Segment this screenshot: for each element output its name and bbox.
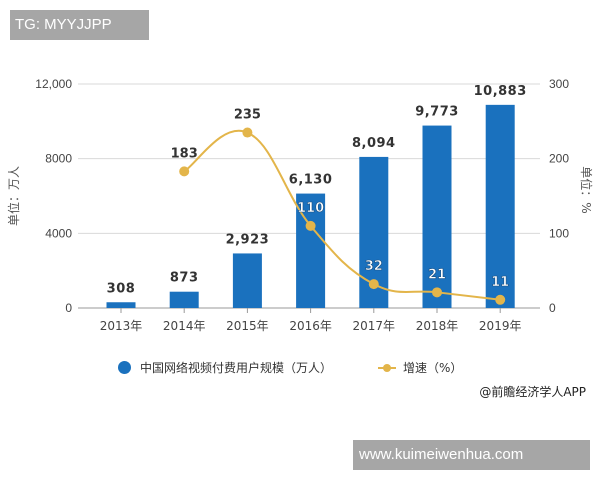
bar — [169, 291, 199, 308]
bar-value-label: 873 — [170, 271, 199, 286]
line-value-label: 21 — [428, 267, 446, 282]
line-value-label: 11 — [491, 275, 509, 290]
bar — [232, 253, 262, 308]
y-tick-label: 0 — [65, 301, 72, 315]
x-tick-label: 2016年 — [289, 319, 332, 333]
bar-value-label: 2,923 — [226, 232, 270, 247]
bar — [106, 302, 136, 308]
legend-bar-swatch — [118, 361, 131, 374]
y-tick-label: 8000 — [45, 152, 72, 166]
y-axis-label: 单位：万人 — [6, 166, 21, 226]
y-tick-label: 12,000 — [35, 77, 72, 91]
line-value-label: 235 — [234, 108, 261, 123]
y2-axis-label: 单位：% — [579, 166, 594, 213]
bar — [422, 125, 452, 308]
chart: 0 4000 8000 12,000 0 100 200 300 308 873 2,923 6,… — [6, 77, 594, 333]
line-series: 183 235 110 32 21 11 — [171, 108, 510, 305]
legend-line-label: 增速（%） — [403, 361, 463, 375]
source-credit: @前瞻经济学人APP — [479, 385, 586, 399]
line-value-label: 110 — [297, 201, 324, 216]
x-axis-ticks: 2013年 2014年 2015年 2016年 2017年 2018年 2019年 — [100, 308, 522, 333]
legend-bar-label: 中国网络视频付费用户规模（万人） — [140, 361, 333, 375]
x-tick-label: 2017年 — [353, 319, 396, 333]
bar — [485, 104, 515, 308]
line-point — [179, 166, 190, 177]
line-value-label: 183 — [171, 146, 198, 161]
x-tick-label: 2019年 — [479, 319, 522, 333]
line-point — [432, 287, 442, 298]
y2-tick-label: 100 — [549, 226, 569, 240]
legend-line-swatch — [378, 363, 397, 373]
y2-tick-label: 300 — [549, 77, 569, 91]
line-point — [242, 127, 253, 138]
x-tick-label: 2014年 — [163, 319, 206, 333]
bar-value-label: 6,130 — [289, 173, 333, 188]
top-tag: TG: MYYJJPP — [10, 10, 149, 40]
y2-axis-ticks: 0 100 200 300 — [549, 77, 569, 315]
bar-value-label: 308 — [107, 281, 136, 296]
bar-value-label: 8,094 — [352, 136, 396, 151]
x-tick-label: 2013年 — [100, 319, 143, 333]
legend: 中国网络视频付费用户规模（万人） 增速（%） — [118, 359, 462, 376]
bar-series: 308 873 2,923 6,130 8,094 9,773 10,883 — [106, 84, 527, 308]
y-axis-ticks: 0 4000 8000 12,000 — [35, 77, 72, 315]
y-tick-label: 4000 — [45, 226, 72, 240]
line-point — [305, 220, 316, 231]
bar-value-label: 9,773 — [415, 105, 459, 120]
x-tick-label: 2015年 — [226, 319, 269, 333]
line-value-label: 32 — [365, 259, 383, 274]
x-tick-label: 2018年 — [416, 319, 459, 333]
y2-tick-label: 200 — [549, 152, 569, 166]
line-point — [495, 294, 506, 305]
line-point — [368, 279, 379, 290]
bottom-tag: www.kuimeiwenhua.com — [353, 440, 590, 470]
bar-value-label: 10,883 — [474, 84, 527, 99]
y2-tick-label: 0 — [549, 301, 556, 315]
